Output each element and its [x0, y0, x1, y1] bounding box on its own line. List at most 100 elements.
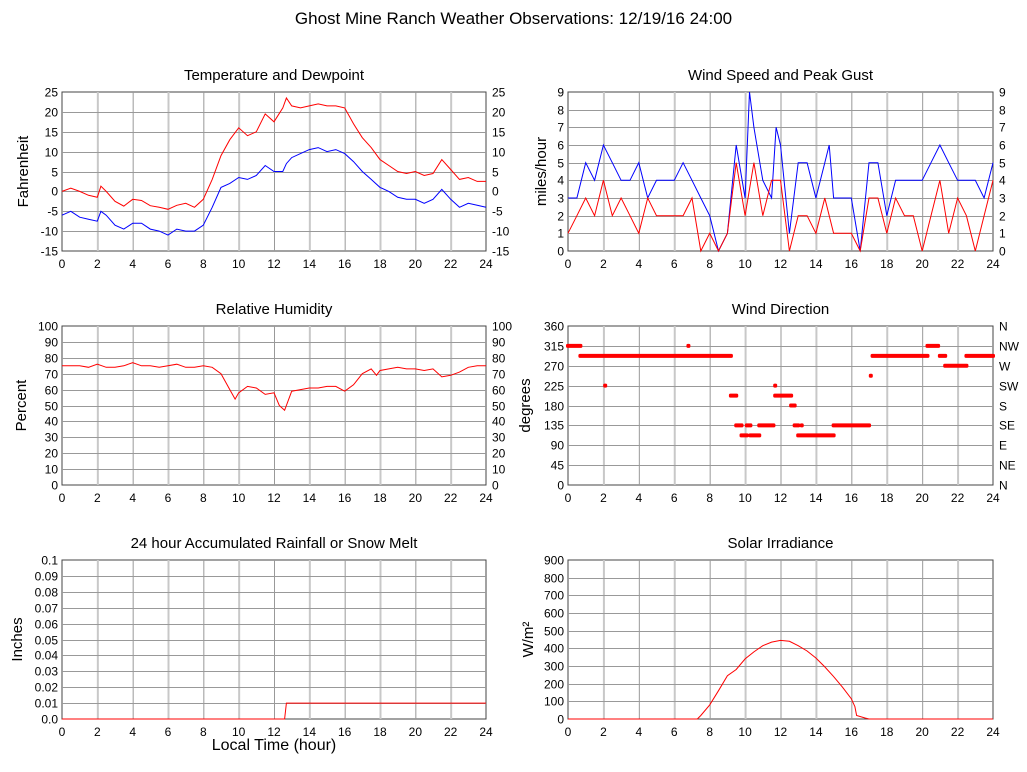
x-tick-label: 2	[600, 257, 607, 271]
y-axis-label: Percent	[13, 379, 30, 432]
y-tick-label: 20	[45, 106, 59, 120]
y-tick-label: 25	[45, 86, 59, 100]
y-tick-label-right: N	[999, 479, 1008, 493]
y-tick-label-right: 20	[492, 106, 506, 120]
wind-direction-point	[728, 393, 739, 398]
y-axis-label: degrees	[517, 378, 534, 432]
y-tick-label-right: 90	[492, 336, 506, 350]
y-tick-label-right: NW	[999, 340, 1020, 354]
wind-direction-point	[925, 343, 941, 348]
x-tick-label: 20	[409, 491, 423, 505]
y-tick-label-right: SE	[999, 419, 1015, 433]
y-tick-label-right: 7	[999, 121, 1006, 135]
y-tick-label-right: -10	[492, 225, 510, 239]
y-axis-label: Fahrenheit	[15, 135, 32, 208]
x-tick-label: 8	[200, 491, 207, 505]
y-tick-label: 135	[544, 419, 564, 433]
y-tick-label: 0.04	[35, 649, 59, 663]
y-tick-label-right: 60	[492, 384, 506, 398]
y-tick-label-right: SW	[999, 380, 1019, 394]
x-tick-label: 22	[444, 491, 458, 505]
y-tick-label: 40	[45, 415, 59, 429]
y-tick-label-right: 70	[492, 368, 506, 382]
y-tick-label-right: 80	[492, 352, 506, 366]
x-tick-label: 14	[303, 491, 317, 505]
y-tick-label: 300	[544, 660, 564, 674]
chart-title: Wind Speed and Peak Gust	[688, 67, 874, 84]
y-tick-label: 0	[557, 245, 564, 259]
y-tick-label: 90	[551, 439, 565, 453]
x-tick-label: 10	[738, 725, 752, 739]
x-tick-label: 20	[915, 491, 929, 505]
temperature-line	[61, 96, 486, 210]
main-title: Ghost Mine Ranch Weather Observations: 1…	[294, 9, 733, 28]
y-tick-label: 10	[45, 463, 59, 477]
y-tick-label: -15	[41, 245, 59, 259]
x-tick-label: 0	[59, 257, 66, 271]
y-tick-label: 360	[544, 320, 564, 334]
y-axis-label: miles/hour	[533, 137, 550, 206]
x-tick-label: 0	[59, 491, 66, 505]
y-tick-label-right: 9	[999, 86, 1006, 100]
temperature-chart: 0 2 4 6 8 10 12 14 16 18 20 22 24-15 -15-10 -10-5 -50 05…	[15, 67, 510, 271]
peak-gust-line	[568, 91, 994, 253]
x-tick-label: 12	[774, 257, 788, 271]
x-tick-label: 4	[129, 725, 136, 739]
wind-speed-line	[567, 162, 994, 253]
x-tick-label: 24	[986, 491, 1000, 505]
x-tick-label: 6	[671, 257, 678, 271]
x-tick-label: 12	[267, 257, 281, 271]
x-tick-label: 20	[409, 725, 423, 739]
y-tick-label-right: 6	[999, 139, 1006, 153]
y-tick-label: 20	[45, 447, 59, 461]
y-tick-label: 0.09	[35, 570, 59, 584]
x-tick-label: 8	[706, 725, 713, 739]
x-tick-label: 22	[951, 491, 965, 505]
y-tick-label: -5	[47, 205, 58, 219]
y-tick-label-right: 5	[492, 166, 499, 180]
y-tick-label-right: NE	[999, 459, 1016, 473]
wind-direction-point	[796, 433, 836, 438]
y-tick-label: 800	[544, 572, 564, 586]
rainfall-chart: 0 2 4 6 8 10 12 14 16 18 20 22 240.00.010.020.030.04…	[9, 535, 493, 739]
wind-direction-point	[566, 343, 583, 348]
accumulated-rainfall-line	[62, 702, 486, 720]
y-axis-label: Inches	[9, 617, 26, 661]
wind-direction-point	[734, 423, 744, 428]
x-tick-label: 14	[809, 257, 823, 271]
x-tick-label: 12	[267, 491, 281, 505]
x-tick-label: 24	[479, 725, 493, 739]
x-tick-label: 14	[303, 257, 317, 271]
wind-direction-point	[868, 373, 873, 378]
y-tick-label: 70	[45, 368, 59, 382]
x-tick-label: 2	[600, 491, 607, 505]
wind-direction-point	[943, 363, 969, 368]
x-tick-label: 22	[951, 725, 965, 739]
y-tick-label-right: 25	[492, 86, 506, 100]
x-tick-label: 0	[59, 725, 66, 739]
x-tick-label: 24	[479, 257, 493, 271]
wind-speed-chart: 0 2 4 6 8 10 12 14 16 18 20 22 240 01 12 23 34 45 56 67 78 89…	[533, 67, 1006, 271]
chart-title: Temperature and Dewpoint	[184, 67, 365, 84]
x-tick-label: 16	[338, 257, 352, 271]
x-tick-label: 6	[165, 725, 172, 739]
wind-direction-point	[744, 423, 753, 428]
y-tick-label: 0.01	[35, 697, 59, 711]
x-tick-label: 6	[671, 725, 678, 739]
y-tick-label: 0.0	[41, 713, 58, 727]
y-tick-label-right: 4	[999, 174, 1006, 188]
wind-direction-point	[870, 353, 930, 358]
wind-direction-point	[964, 353, 995, 358]
y-tick-label: 15	[45, 126, 59, 140]
y-tick-label: 0	[51, 479, 58, 493]
y-tick-label-right: 40	[492, 415, 506, 429]
relative-humidity-line	[62, 362, 486, 412]
x-tick-label: 0	[565, 491, 572, 505]
x-tick-label: 22	[951, 257, 965, 271]
y-tick-label: 5	[51, 166, 58, 180]
y-tick-label: -10	[41, 225, 59, 239]
x-tick-label: 10	[232, 257, 246, 271]
x-tick-label: 2	[600, 725, 607, 739]
